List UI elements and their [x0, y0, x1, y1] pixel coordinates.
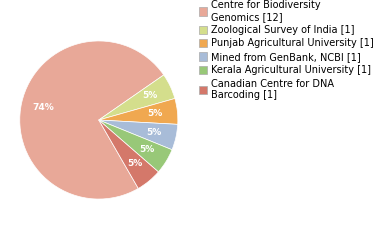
Legend: Centre for Biodiversity
Genomics [12], Zoological Survey of India [1], Punjab Ag: Centre for Biodiversity Genomics [12], Z… — [199, 0, 374, 100]
Text: 5%: 5% — [147, 128, 162, 137]
Text: 5%: 5% — [142, 91, 158, 100]
Wedge shape — [20, 41, 164, 199]
Wedge shape — [99, 120, 172, 172]
Text: 5%: 5% — [127, 159, 142, 168]
Wedge shape — [99, 120, 178, 150]
Text: 5%: 5% — [140, 145, 155, 154]
Wedge shape — [99, 98, 178, 124]
Text: 74%: 74% — [32, 103, 54, 112]
Text: 5%: 5% — [148, 109, 163, 118]
Wedge shape — [99, 120, 158, 188]
Wedge shape — [99, 75, 175, 120]
